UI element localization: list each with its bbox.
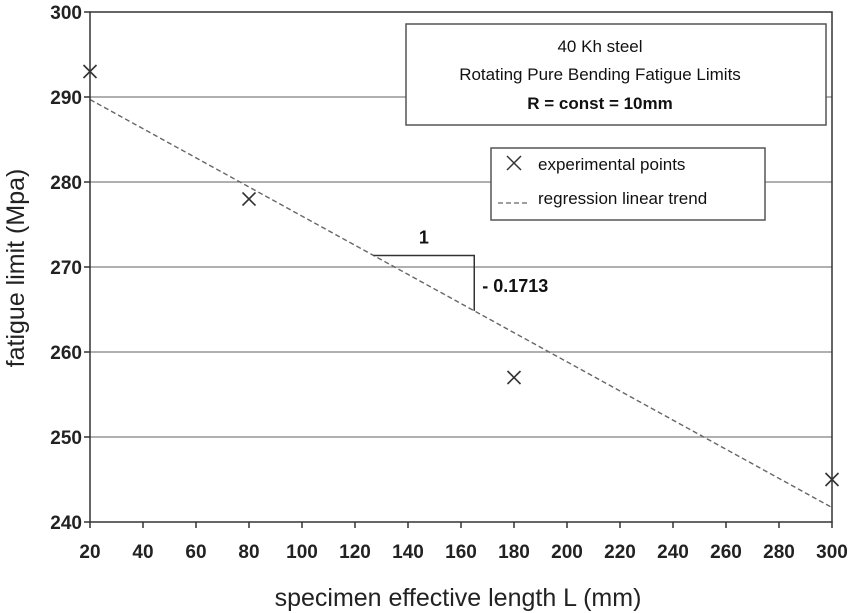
x-axis-title: specimen effective length L (mm) [275, 584, 642, 612]
x-tick-label: 40 [132, 542, 153, 563]
data-point-stroke [824, 472, 840, 487]
x-tick-label: 240 [657, 542, 689, 563]
y-axis-title: fatigue limit (Mpa) [2, 169, 30, 368]
title-box: 40 Kh steel Rotating Pure Bending Fatigu… [405, 23, 827, 126]
y-tick-label: 250 [50, 428, 82, 449]
slope-triangle [373, 254, 475, 311]
slope-annotation: 1 - 0.1713 [373, 227, 548, 311]
data-markers [82, 64, 840, 487]
data-point [241, 191, 257, 207]
x-tick-label: 300 [816, 542, 848, 563]
legend-label-trend: regression linear trend [538, 189, 707, 208]
x-tick-label: 180 [498, 542, 530, 563]
x-tick-label: 200 [551, 542, 583, 563]
legend-label-points: experimental points [538, 155, 685, 174]
regression-trend-line [89, 98, 833, 509]
data-point-stroke [82, 64, 98, 79]
legend-marker-icon [506, 155, 522, 171]
title-box-frame [405, 23, 827, 126]
data-point [506, 370, 522, 385]
data-point-stroke [506, 370, 522, 385]
x-tick-label: 120 [339, 542, 371, 563]
axes [84, 11, 833, 528]
trend-line-layer [89, 98, 833, 509]
legend: experimental points regression linear tr… [490, 147, 766, 221]
slope-rise-label: - 0.1713 [482, 276, 548, 296]
x-tick-labels: 20 40 60 80 100 120 140 160 180 200 220 240 260 280 30… [79, 542, 847, 563]
data-point-stroke [241, 191, 257, 207]
x-tick-label: 60 [185, 542, 206, 563]
x-tick-label: 80 [238, 542, 259, 563]
title-line-1: 40 Kh steel [557, 37, 642, 56]
y-tick-labels: 240 250 260 270 280 290 300 [50, 3, 82, 534]
x-tick-label: 100 [286, 542, 318, 563]
x-tick-label: 260 [710, 542, 742, 563]
x-tick-label: 20 [79, 542, 100, 563]
slope-run-label: 1 [419, 227, 429, 247]
data-point [82, 64, 98, 79]
x-tick-label: 280 [763, 542, 795, 563]
y-tick-label: 240 [50, 513, 82, 534]
data-point [824, 472, 840, 487]
x-tick-label: 140 [392, 542, 424, 563]
y-tick-label: 260 [50, 343, 82, 364]
y-tick-label: 270 [50, 258, 82, 279]
y-tick-label: 280 [50, 173, 82, 194]
title-line-2: Rotating Pure Bending Fatigue Limits [459, 65, 741, 84]
x-tick-label: 160 [445, 542, 477, 563]
y-tick-label: 290 [50, 88, 82, 109]
legend-frame [490, 147, 766, 221]
y-tick-label: 300 [50, 3, 82, 24]
title-line-3: R = const = 10mm [527, 94, 673, 113]
x-tick-label: 220 [604, 542, 636, 563]
